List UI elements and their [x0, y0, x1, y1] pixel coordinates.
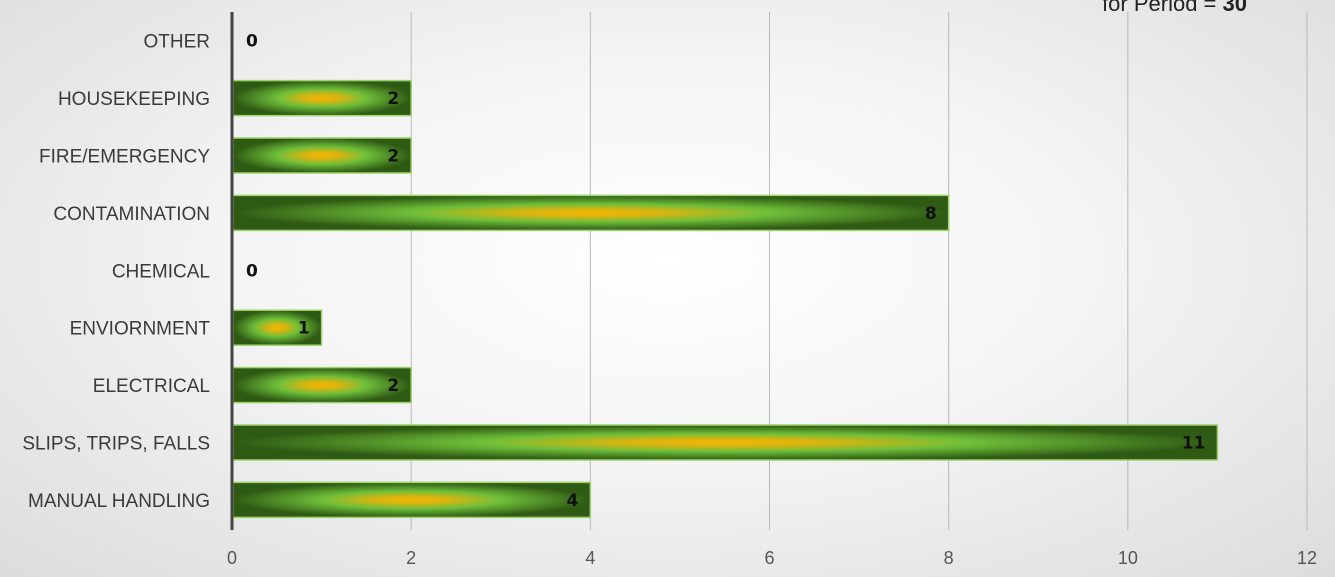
data-label: 0: [246, 261, 258, 281]
category-label: MANUAL HANDLING: [28, 491, 210, 512]
data-label: 11: [1182, 434, 1206, 454]
category-label: ELECTRICAL: [93, 376, 210, 397]
x-tick-label: 12: [1297, 548, 1317, 568]
x-tick-label: 10: [1118, 548, 1138, 568]
data-label: 2: [387, 376, 399, 396]
period-total-label: for Period = 30: [1102, 0, 1247, 17]
category-label: CONTAMINATION: [53, 204, 210, 225]
bar: [232, 366, 412, 404]
category-label: SLIPS, TRIPS, FALLS: [22, 434, 210, 455]
x-tick-label: 4: [585, 548, 595, 568]
bars: [232, 79, 1219, 519]
bar: [232, 481, 592, 519]
category-label: OTHER: [144, 32, 211, 53]
data-label: 8: [925, 204, 937, 224]
category-labels: OTHER HOUSEKEEPING FIRE/EMERGENCY CONTAMINA…: [22, 32, 210, 512]
x-tick-label: 6: [764, 548, 774, 568]
data-label: 2: [387, 147, 399, 167]
x-tick-label: 0: [227, 548, 237, 568]
bar: [232, 79, 412, 117]
category-label: ENVIORNMENT: [70, 319, 211, 340]
period-label-text: for Period =: [1102, 0, 1223, 16]
category-label: CHEMICAL: [112, 261, 210, 282]
data-label: 1: [298, 319, 310, 339]
x-tick-label: 2: [406, 548, 416, 568]
bar: [232, 194, 950, 232]
bar: [232, 424, 1219, 461]
data-label: 4: [566, 491, 578, 511]
data-label: 0: [246, 32, 258, 52]
x-axis-tick-labels: 0 2 4 6 8 10 12: [227, 548, 1317, 568]
category-label: FIRE/EMERGENCY: [39, 147, 210, 168]
x-tick-label: 8: [944, 548, 954, 568]
bar: [232, 137, 412, 174]
period-total-value: 30: [1222, 0, 1247, 16]
data-labels: 0 2 2 8 0 1 2 11 4: [246, 32, 1205, 511]
category-label: HOUSEKEEPING: [58, 89, 210, 110]
data-label: 2: [387, 89, 399, 109]
